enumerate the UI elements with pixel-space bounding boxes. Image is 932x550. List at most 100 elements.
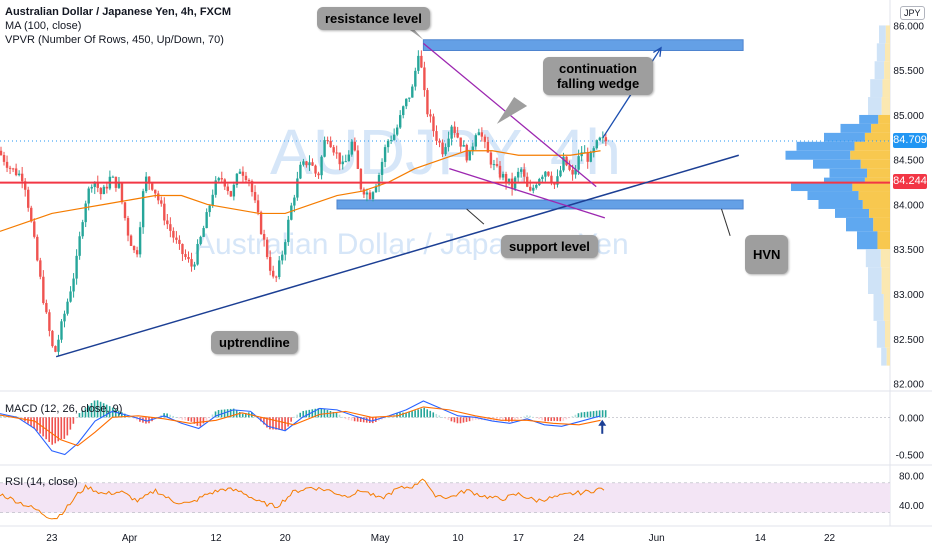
macd-histogram-bar xyxy=(456,417,459,424)
macd-label[interactable]: MACD (12, 26, close, 9) xyxy=(5,403,123,415)
macd-histogram-bar xyxy=(114,409,117,418)
candle-body xyxy=(5,161,9,168)
macd-histogram-bar xyxy=(550,417,553,422)
macd-histogram-bar xyxy=(111,407,114,418)
macd-histogram-bar xyxy=(417,409,419,418)
macd-histogram-bar xyxy=(311,409,314,418)
volume-profile-down xyxy=(884,61,890,80)
volume-profile-down xyxy=(862,200,890,209)
callout-hvn: HVN xyxy=(745,235,789,274)
candle-body xyxy=(438,140,441,143)
candle-body xyxy=(42,276,45,303)
macd-histogram-bar xyxy=(190,417,193,422)
macd-histogram-bar xyxy=(299,412,302,418)
candle-body xyxy=(489,152,493,165)
macd-histogram-bar xyxy=(514,417,516,421)
candle-body xyxy=(175,237,178,240)
macd-histogram-bar xyxy=(63,417,66,439)
candle-body xyxy=(287,219,290,243)
macd-arrow-head xyxy=(598,419,607,426)
candle-body xyxy=(305,161,308,166)
macd-histogram-bar xyxy=(356,417,359,422)
candle-body xyxy=(441,142,444,155)
candle-body xyxy=(426,90,429,115)
candle-body xyxy=(265,239,269,258)
macd-histogram-bar xyxy=(444,417,447,419)
macd-histogram-bar xyxy=(532,416,534,418)
volume-profile-up xyxy=(857,231,878,250)
candle-body xyxy=(471,146,474,151)
candle-body xyxy=(435,131,438,141)
macd-histogram-bar xyxy=(51,417,54,445)
macd-histogram-bar xyxy=(117,410,120,418)
macd-histogram-bar xyxy=(30,417,32,426)
macd-histogram-bar xyxy=(45,417,47,440)
candle-body xyxy=(604,137,608,142)
macd-histogram-bar xyxy=(169,414,171,418)
macd-histogram-bar xyxy=(338,414,341,418)
rsi-label[interactable]: RSI (14, close) xyxy=(5,476,78,488)
vpvr-legend[interactable]: VPVR (Number Of Rows, 450, Up/Down, 70) xyxy=(5,34,224,46)
macd-histogram-bar xyxy=(18,416,20,418)
candle-body xyxy=(568,165,571,170)
candle-body xyxy=(75,255,78,279)
volume-profile-up xyxy=(870,79,883,98)
candle-body xyxy=(256,200,260,213)
time-tick-label: 17 xyxy=(513,533,525,544)
candle-body xyxy=(462,145,465,147)
candle-body xyxy=(72,278,75,292)
candle-body xyxy=(522,169,526,177)
macd-histogram-bar xyxy=(468,417,471,422)
candle-body xyxy=(389,139,393,141)
candle-body xyxy=(54,346,57,352)
candle-body xyxy=(550,175,553,183)
candle-body xyxy=(8,167,12,169)
volume-profile-down xyxy=(850,150,890,160)
macd-histogram-bar xyxy=(435,413,438,418)
candle-body xyxy=(81,222,84,237)
rsi-tick-label: 80.00 xyxy=(899,471,924,482)
candle-body xyxy=(250,181,254,193)
candle-body xyxy=(11,168,15,170)
candle-body xyxy=(362,189,366,195)
candle-body xyxy=(117,183,121,188)
currency-label[interactable]: JPY xyxy=(900,6,925,20)
volume-profile-down xyxy=(867,168,890,178)
candle-body xyxy=(196,243,199,265)
candle-body xyxy=(169,224,172,231)
volume-profile-down xyxy=(869,208,890,218)
candle-body xyxy=(474,135,478,147)
candle-body xyxy=(90,186,93,189)
candle-body xyxy=(214,180,217,195)
candle-body xyxy=(157,193,160,201)
macd-histogram-bar xyxy=(499,417,501,421)
candle-body xyxy=(580,152,583,157)
candle-body xyxy=(601,137,605,139)
macd-histogram-bar xyxy=(260,417,262,422)
volume-profile-up xyxy=(881,347,887,366)
callout-uptrend: uptrendline xyxy=(211,331,298,354)
volume-profile-up xyxy=(818,200,863,209)
macd-histogram-bar xyxy=(238,411,241,418)
candle-body xyxy=(535,184,538,188)
macd-histogram-bar xyxy=(423,407,425,418)
macd-histogram-bar xyxy=(547,417,549,422)
macd-histogram-bar xyxy=(33,417,35,429)
candle-body xyxy=(147,176,151,184)
candle-body xyxy=(335,152,338,154)
volume-profile-up xyxy=(868,267,882,294)
candle-body xyxy=(423,67,426,91)
candle-body xyxy=(163,203,166,221)
macd-histogram-bar xyxy=(453,417,456,423)
candle-body xyxy=(51,330,54,347)
volume-profile-up xyxy=(840,123,872,133)
callout-resistance: resistance level xyxy=(317,7,430,30)
macd-histogram-bar xyxy=(523,416,525,418)
candle-body xyxy=(36,236,39,261)
macd-histogram-bar xyxy=(505,417,507,422)
macd-histogram-bar xyxy=(601,410,604,418)
macd-histogram-bar xyxy=(96,400,99,418)
candle-body xyxy=(347,154,350,162)
ma-legend[interactable]: MA (100, close) xyxy=(5,20,82,32)
candle-body xyxy=(151,183,154,190)
